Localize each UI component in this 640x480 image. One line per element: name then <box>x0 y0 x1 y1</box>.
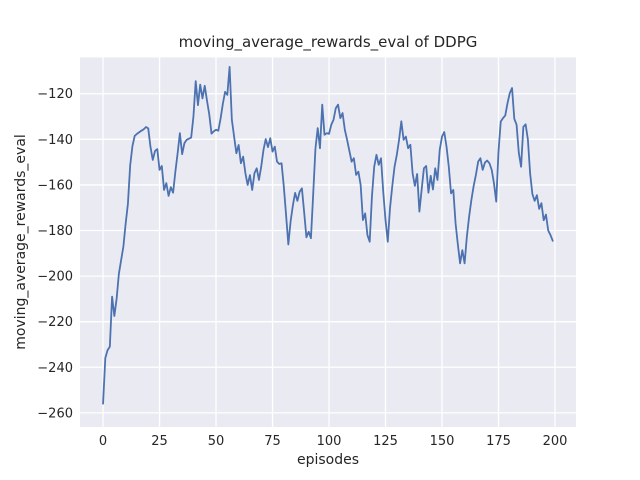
x-tick-label: 200 <box>543 434 568 449</box>
x-tick-label: 175 <box>486 434 511 449</box>
y-axis-label: moving_average_rewards_eval <box>13 134 29 350</box>
x-tick-label: 125 <box>373 434 398 449</box>
x-tick-label: 50 <box>208 434 225 449</box>
x-tick-label: 100 <box>317 434 342 449</box>
plot-area <box>80 57 576 427</box>
y-tick-label: −200 <box>37 270 73 285</box>
x-axis-label: episodes <box>296 452 360 468</box>
reward-line <box>102 65 554 405</box>
x-tick-label: 75 <box>264 434 281 449</box>
chart-title: moving_average_rewards_eval of DDPG <box>178 33 478 51</box>
y-tick-label: −220 <box>37 315 73 330</box>
x-tick-label: 150 <box>430 434 455 449</box>
y-tick-label: −160 <box>37 178 73 193</box>
y-tick-label: −180 <box>37 224 73 239</box>
y-tick-label: −120 <box>37 87 73 102</box>
x-tick-label: 0 <box>99 434 107 449</box>
y-tick-label: −140 <box>37 133 73 148</box>
y-tick-label: −240 <box>37 361 73 376</box>
y-tick-label: −260 <box>37 406 73 421</box>
x-tick-label: 25 <box>151 434 168 449</box>
